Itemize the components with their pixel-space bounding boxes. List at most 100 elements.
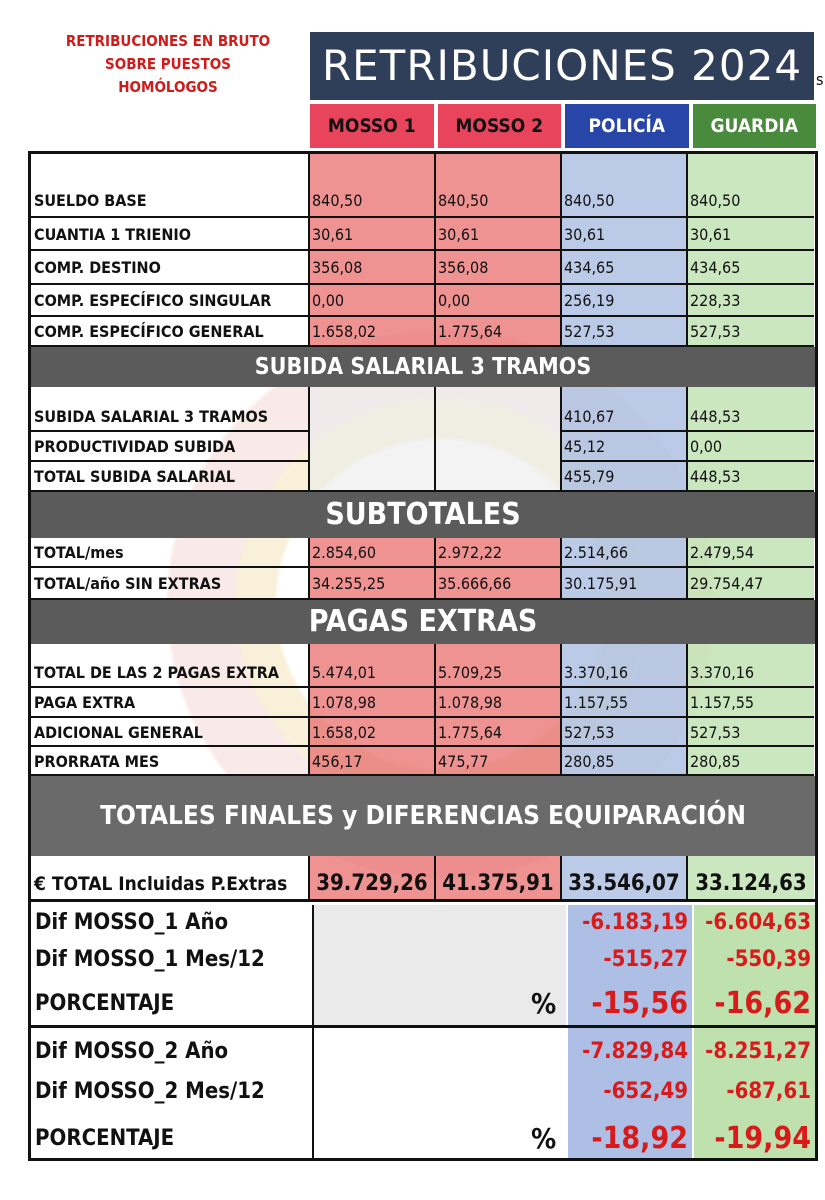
cell-mosso-2: 840,50: [436, 184, 562, 218]
percent-sign: %: [531, 1122, 557, 1155]
page-title: RETRIBUCIONES 2024: [310, 32, 814, 100]
row-label: TOTAL DE LAS 2 PAGAS EXTRA: [31, 658, 310, 688]
cell-policia: 840,50: [562, 184, 688, 218]
cell-mosso-2: 30,61: [436, 218, 562, 251]
header-note-line-2: SOBRE PUESTOS: [105, 55, 231, 73]
cell-policia: 3.370,16: [562, 658, 688, 688]
cell-mosso-2: 1.775,64: [436, 317, 562, 347]
row-label: COMP. ESPECÍFICO GENERAL: [31, 317, 310, 347]
table-row: COMP. ESPECÍFICO SINGULAR 0,00 0,00 256,…: [31, 285, 815, 317]
cell-mosso-2: 1.078,98: [436, 688, 562, 718]
blank-row: [31, 644, 815, 658]
dif-mosso-1-mes-label: Dif MOSSO_1 Mes/12: [35, 947, 265, 972]
cell-mosso-1: [310, 462, 436, 492]
cell-guardia: 434,65: [688, 251, 814, 285]
table-row: SUELDO BASE 840,50 840,50 840,50 840,50: [31, 184, 815, 218]
cell-mosso-2: 0,00: [436, 285, 562, 317]
dif-mosso-1-pct-label: PORCENTAJE: [35, 991, 175, 1016]
dif-mosso-2-mes-policia: -652,49: [603, 1079, 688, 1104]
cell-mosso-1: 0,00: [310, 285, 436, 317]
total-mosso-2: 41.375,91: [436, 866, 562, 899]
dif-mosso-2-pct-guardia: -19,94: [714, 1121, 811, 1156]
cell-guardia: 1.157,55: [688, 688, 814, 718]
cell-guardia: 228,33: [688, 285, 814, 317]
column-header-guardia: GUARDIA: [692, 104, 816, 148]
row-label: SUELDO BASE: [31, 184, 310, 218]
column-header-mosso-2: MOSSO 2: [437, 104, 561, 148]
section-band-totales-finales: TOTALES FINALES y DIFERENCIAS EQUIPARACI…: [31, 776, 815, 856]
cell-guardia: 527,53: [688, 718, 814, 747]
cell-mosso-1: 456,17: [310, 747, 436, 776]
section-band-subtotales: SUBTOTALES: [31, 492, 815, 538]
header-note-line-3: HOMÓLOGOS: [118, 78, 218, 96]
row-label: COMP. DESTINO: [31, 251, 310, 285]
cell-mosso-1: 1.658,02: [310, 718, 436, 747]
row-label: TOTAL SUBIDA SALARIAL: [31, 462, 310, 492]
total-mosso-1: 39.729,26: [310, 866, 436, 899]
table-row: SUBIDA SALARIAL 3 TRAMOS 410,67 448,53: [31, 401, 815, 432]
column-headers: MOSSO 1 MOSSO 2 POLICÍA GUARDIA: [310, 104, 816, 148]
dif-mosso-1-mes-policia: -515,27: [603, 947, 688, 972]
dif-mosso-2-block: Dif MOSSO_2 Año -7.829,84 -8.251,27 Dif …: [31, 1028, 815, 1158]
cell-mosso-2: 1.775,64: [436, 718, 562, 747]
dif-mosso-2-mes-guardia: -687,61: [726, 1079, 811, 1104]
table-row: TOTAL/año SIN EXTRAS 34.255,25 35.666,66…: [31, 568, 815, 600]
total-guardia: 33.124,63: [688, 866, 814, 899]
column-header-mosso-1: MOSSO 1: [310, 104, 434, 148]
cell-mosso-2: [436, 401, 562, 432]
section-band-subida: SUBIDA SALARIAL 3 TRAMOS: [31, 347, 815, 387]
cell-guardia: 0,00: [688, 432, 814, 462]
cell-mosso-1: 356,08: [310, 251, 436, 285]
column-header-policia: POLICÍA: [565, 104, 689, 148]
cell-policia: 280,85: [562, 747, 688, 776]
cell-guardia: 280,85: [688, 747, 814, 776]
cell-mosso-2: 5.709,25: [436, 658, 562, 688]
table-row: ADICIONAL GENERAL 1.658,02 1.775,64 527,…: [31, 718, 815, 747]
total-policia: 33.546,07: [562, 866, 688, 899]
cell-mosso-2: 356,08: [436, 251, 562, 285]
dif-mosso-1-anio-label: Dif MOSSO_1 Año: [35, 910, 229, 935]
dif-mosso-1-mes-guardia: -550,39: [726, 947, 811, 972]
dif-mosso-1-pct-policia: -15,56: [591, 986, 688, 1021]
stray-character: s: [816, 70, 824, 89]
cell-mosso-1: 840,50: [310, 184, 436, 218]
cell-policia: 1.157,55: [562, 688, 688, 718]
blank-row: [31, 154, 815, 184]
row-label: PAGA EXTRA: [31, 688, 310, 718]
dif-mosso-2-anio-guardia: -8.251,27: [705, 1039, 811, 1064]
cell-mosso-2: 475,77: [436, 747, 562, 776]
dif-mosso-2-pct-label: PORCENTAJE: [35, 1126, 175, 1151]
row-label: COMP. ESPECÍFICO SINGULAR: [31, 285, 310, 317]
table-row: PRODUCTIVIDAD SUBIDA 45,12 0,00: [31, 432, 815, 462]
row-label: CUANTIA 1 TRIENIO: [31, 218, 310, 251]
dif-mosso-2-pct-policia: -18,92: [591, 1121, 688, 1156]
cell-policia: 434,65: [562, 251, 688, 285]
row-label: PRORRATA MES: [31, 747, 310, 776]
table-row: COMP. ESPECÍFICO GENERAL 1.658,02 1.775,…: [31, 317, 815, 347]
cell-policia: 2.514,66: [562, 538, 688, 568]
dif-mosso-1-pct-guardia: -16,62: [714, 986, 811, 1021]
dif-mosso-1-anio-guardia: -6.604,63: [705, 910, 811, 935]
cell-mosso-1: 2.854,60: [310, 538, 436, 568]
cell-guardia: 840,50: [688, 184, 814, 218]
total-row-label: € TOTAL Incluidas P.Extras: [31, 866, 310, 899]
cell-guardia: 3.370,16: [688, 658, 814, 688]
cell-policia: 455,79: [562, 462, 688, 492]
blank-row: [31, 856, 815, 866]
cell-guardia: 448,53: [688, 462, 814, 492]
header-note: RETRIBUCIONES EN BRUTO SOBRE PUESTOS HOM…: [22, 30, 314, 100]
row-label: SUBIDA SALARIAL 3 TRAMOS: [31, 401, 310, 432]
cell-mosso-1: [310, 432, 436, 462]
table-row: CUANTIA 1 TRIENIO 30,61 30,61 30,61 30,6…: [31, 218, 815, 251]
cell-mosso-1: 34.255,25: [310, 568, 436, 600]
row-label: TOTAL/mes: [31, 538, 310, 568]
salary-table: SUELDO BASE 840,50 840,50 840,50 840,50 …: [28, 151, 818, 1161]
dif-mosso-1-block: Dif MOSSO_1 Año -6.183,19 -6.604,63 Dif …: [31, 905, 815, 1025]
cell-guardia: 448,53: [688, 401, 814, 432]
cell-policia: 527,53: [562, 317, 688, 347]
table-row: TOTAL SUBIDA SALARIAL 455,79 448,53: [31, 462, 815, 492]
header-note-line-1: RETRIBUCIONES EN BRUTO: [65, 32, 271, 50]
total-row: € TOTAL Incluidas P.Extras 39.729,26 41.…: [31, 866, 815, 902]
percent-sign: %: [531, 987, 557, 1020]
table-row: PAGA EXTRA 1.078,98 1.078,98 1.157,55 1.…: [31, 688, 815, 718]
